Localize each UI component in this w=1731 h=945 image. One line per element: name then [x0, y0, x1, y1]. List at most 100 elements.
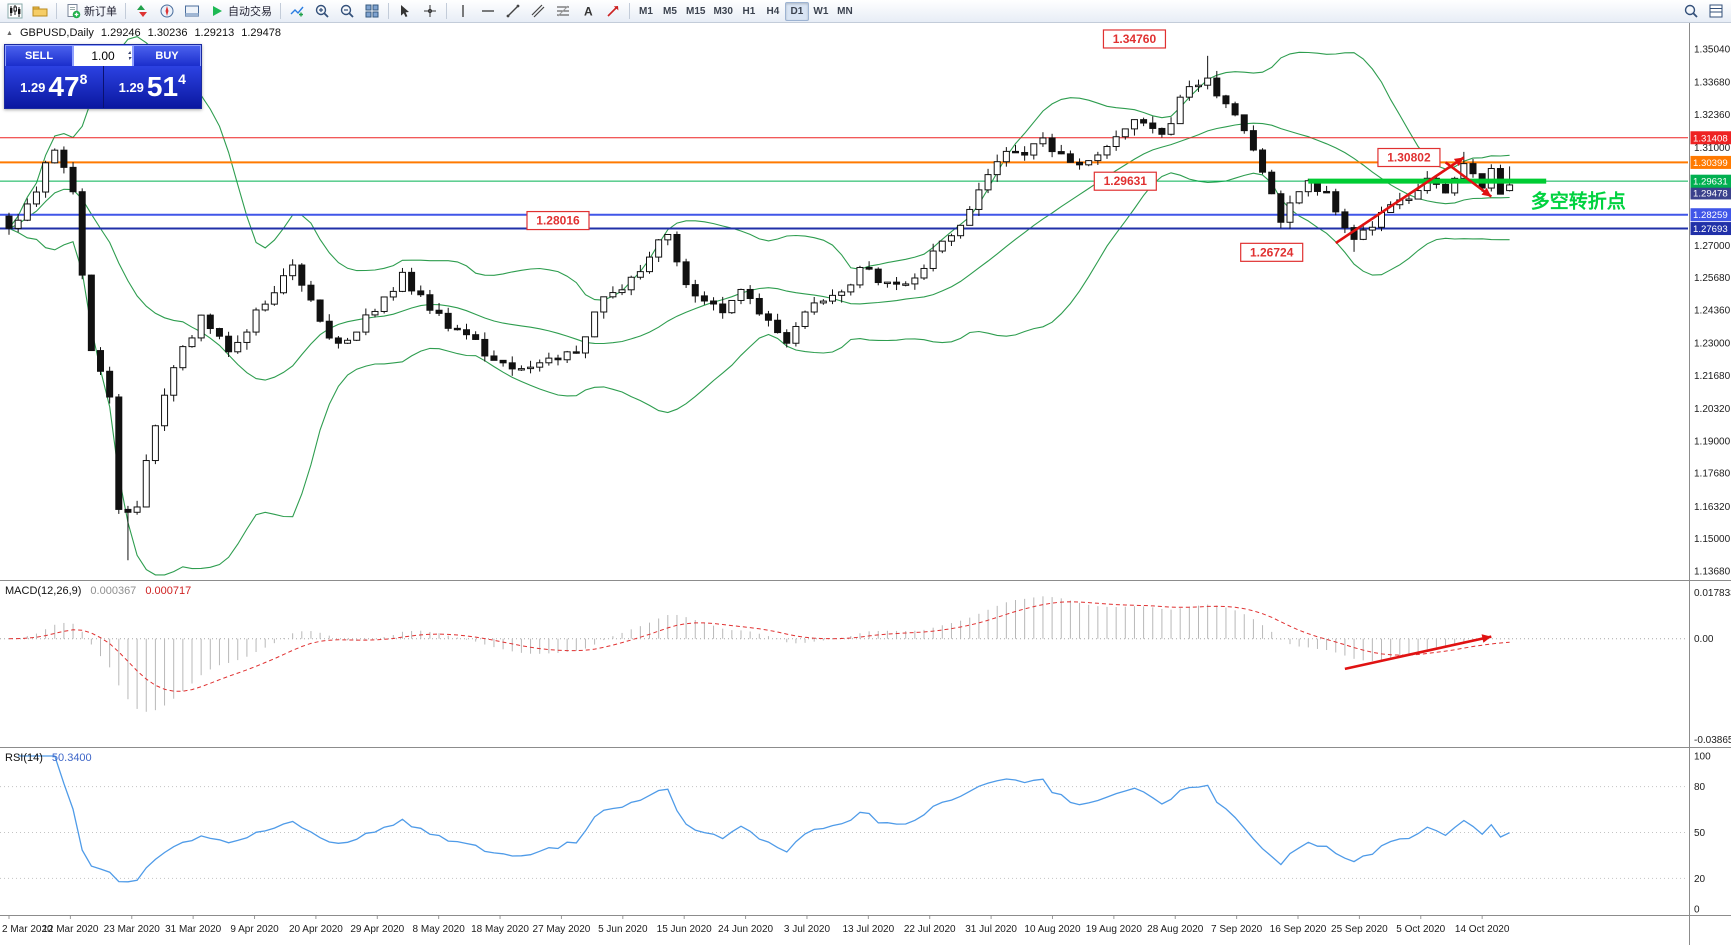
price-callout-box	[526, 210, 590, 231]
auto-trading-play-icon	[213, 6, 222, 16]
price-tag	[1690, 186, 1731, 200]
profiles-button[interactable]	[28, 2, 52, 21]
svg-text:22 Jul 2020: 22 Jul 2020	[904, 924, 956, 935]
timeframe-m1-button[interactable]: M1	[634, 2, 658, 21]
text-tool-button[interactable]: A	[576, 2, 600, 21]
tile-windows-button[interactable]	[360, 2, 384, 21]
trend-arrowhead	[1453, 157, 1464, 167]
horizontal-line-icon	[482, 10, 494, 12]
data-window-button[interactable]	[1704, 2, 1728, 21]
crosshair-icon	[424, 5, 436, 17]
crosshair-button[interactable]	[418, 2, 442, 21]
timeframe-m30-button[interactable]: M30	[709, 2, 736, 21]
svg-text:1.29631: 1.29631	[1693, 177, 1728, 188]
zoom-out-button[interactable]	[335, 2, 359, 21]
tile-windows-icon	[365, 4, 379, 18]
symbol-title: GBPUSD,Daily	[19, 27, 94, 39]
svg-text:A: A	[584, 5, 593, 19]
fibonacci-button[interactable]	[551, 2, 575, 21]
svg-text:1.27000: 1.27000	[1694, 241, 1731, 252]
price-callout-box	[1102, 29, 1167, 49]
timeframe-d1-button[interactable]: D1	[784, 2, 809, 21]
timeframe-h1-button[interactable]: H1	[737, 2, 761, 21]
macd-main-value: 0.000367	[90, 585, 137, 597]
toolbar-separator	[629, 3, 630, 19]
volume-up-icon[interactable]: ▴	[127, 50, 131, 56]
sell-button[interactable]: SELL	[5, 45, 73, 66]
svg-text:1.27693: 1.27693	[1693, 224, 1728, 235]
sell-price-button[interactable]: 1.29 47 8	[5, 66, 104, 108]
vertical-line-icon	[462, 5, 464, 17]
price-callout-box	[1377, 147, 1441, 168]
search-button[interactable]	[1679, 2, 1703, 21]
quote-low: 1.29213	[194, 27, 235, 39]
svg-text:15 Jun 2020: 15 Jun 2020	[657, 924, 712, 935]
macd-panel[interactable]	[0, 596, 1688, 712]
svg-text:29 Apr 2020: 29 Apr 2020	[350, 924, 404, 935]
note-text: 多空转折点	[1531, 189, 1626, 212]
timeframe-m5-button[interactable]: M5	[658, 2, 682, 21]
svg-text:8 May 2020: 8 May 2020	[413, 924, 466, 935]
market-watch-icon	[137, 5, 147, 17]
cursor-button[interactable]	[393, 2, 417, 21]
toolbar-separator	[125, 3, 126, 19]
quote-close: 1.29478	[241, 27, 281, 39]
svg-text:1.15000: 1.15000	[1694, 534, 1731, 545]
price-panel[interactable]: 多空转折点 1.34760 1.30802 1.29631 1.28016 1.26724	[0, 29, 1688, 576]
buy-price-small: 1.29	[118, 79, 144, 95]
volume-value[interactable]: 1.00	[91, 49, 115, 63]
market-watch-button[interactable]	[130, 2, 154, 21]
timeframe-mn-button[interactable]: MN	[833, 2, 857, 21]
price-callout-text: 1.30802	[1387, 151, 1431, 165]
zoom-in-button[interactable]	[310, 2, 334, 21]
svg-text:1.24360: 1.24360	[1694, 306, 1731, 317]
volume-stepper[interactable]: 1.00 ▴ ▾	[73, 45, 133, 66]
timeframe-w1-button[interactable]: W1	[809, 2, 833, 21]
cursor-icon	[401, 5, 409, 17]
svg-text:80: 80	[1694, 782, 1706, 793]
price-tag	[1690, 155, 1731, 169]
arrows-tool-icon	[607, 6, 619, 17]
channel-button[interactable]	[526, 2, 550, 21]
indicators-button[interactable]	[285, 2, 309, 21]
svg-text:1.16320: 1.16320	[1694, 502, 1731, 513]
svg-text:24 Jun 2020: 24 Jun 2020	[718, 924, 773, 935]
terminal-button[interactable]	[180, 2, 204, 21]
svg-text:1.25680: 1.25680	[1694, 273, 1731, 284]
price-tag	[1690, 131, 1731, 145]
price-axis[interactable]: 1.350401.336801.323601.310001.296401.282…	[1690, 45, 1731, 916]
svg-text:27 May 2020: 27 May 2020	[533, 924, 591, 935]
new-chart-button[interactable]	[3, 2, 27, 21]
macd-name: MACD(12,26,9)	[5, 585, 82, 597]
buy-price-button[interactable]: 1.29 51 4	[103, 66, 201, 108]
timeframe-h4-button[interactable]: H4	[761, 2, 785, 21]
trendline-button[interactable]	[501, 2, 525, 21]
auto-trading-button[interactable]: 自动交易	[205, 2, 276, 21]
vertical-line-button[interactable]	[451, 2, 475, 21]
svg-text:9 Apr 2020: 9 Apr 2020	[230, 924, 279, 935]
buy-price-sup: 4	[178, 71, 186, 87]
buy-button[interactable]: BUY	[133, 45, 201, 66]
horizontal-line-button[interactable]	[476, 2, 500, 21]
macd-signal-value: 0.000717	[145, 585, 192, 597]
rsi-panel[interactable]	[0, 755, 1688, 883]
buy-price-big: 51	[146, 71, 179, 102]
timeframe-m15-button[interactable]: M15	[682, 2, 709, 21]
timeframe-group: M1 M5 M15 M30 H1 H4 D1 W1 MN	[634, 1, 857, 21]
toolbar-separator	[280, 3, 281, 19]
text-tool-icon: A	[584, 5, 593, 19]
svg-text:3 Jul 2020: 3 Jul 2020	[784, 924, 831, 935]
volume-down-icon[interactable]: ▾	[127, 56, 131, 62]
new-order-button[interactable]: 新订单	[61, 2, 121, 21]
arrows-tool-button[interactable]	[601, 2, 625, 21]
indicators-icon	[290, 6, 304, 17]
svg-text:12 Mar 2020: 12 Mar 2020	[42, 924, 99, 935]
price-callout-box	[1240, 242, 1304, 262]
navigator-button[interactable]	[155, 2, 179, 21]
new-chart-icon	[7, 3, 23, 19]
svg-text:1.32360: 1.32360	[1694, 110, 1731, 121]
new-order-label: 新订单	[84, 6, 117, 18]
svg-text:1.21680: 1.21680	[1694, 371, 1731, 382]
